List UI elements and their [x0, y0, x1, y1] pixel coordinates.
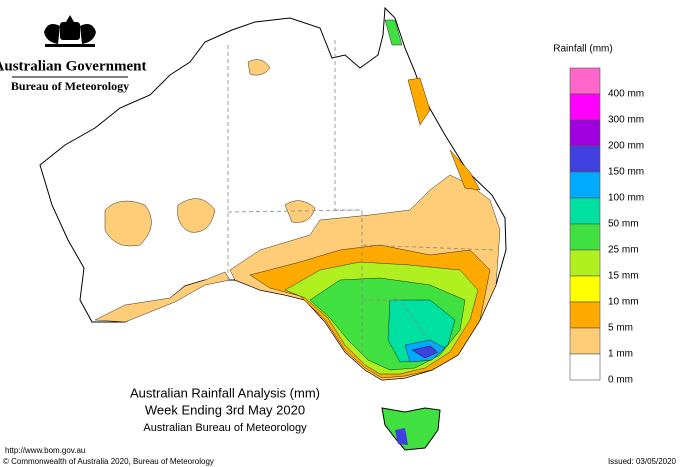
- legend-swatch: [569, 197, 601, 225]
- title-line2: Week Ending 3rd May 2020: [145, 402, 305, 417]
- coat-of-arms: [44, 15, 96, 47]
- legend-label: 300 mm: [608, 115, 644, 126]
- footer-copyright: © Commonwealth of Australia 2020, Bureau…: [3, 457, 214, 466]
- footer-issued: Issued: 03/05/2020: [608, 457, 677, 466]
- legend-label: 200 mm: [608, 141, 644, 152]
- tasmania-heavy-rain: [395, 428, 408, 445]
- legend-swatch: [569, 145, 601, 173]
- legend-label: 0 mm: [608, 375, 633, 386]
- title-line1: Australian Rainfall Analysis (mm): [130, 385, 320, 400]
- legend-swatch: [569, 93, 601, 121]
- state-borders: [227, 40, 496, 356]
- legend-label: 5 mm: [608, 323, 633, 334]
- legend-swatch: [569, 301, 601, 329]
- legend-label: 100 mm: [608, 193, 644, 204]
- rainfall-patches: [94, 19, 501, 381]
- legend-title: Rainfall (mm): [553, 44, 612, 55]
- agency: Bureau of Meteorology: [11, 79, 129, 93]
- tasmania: [381, 407, 441, 451]
- title-line3: Australian Bureau of Meteorology: [143, 422, 307, 434]
- legend-label: 400 mm: [608, 89, 644, 100]
- legend-swatch: [569, 119, 601, 147]
- legend-swatch: [569, 223, 601, 251]
- legend-swatch: [569, 249, 601, 277]
- legend-swatch: [569, 353, 601, 381]
- legend-swatch: [569, 275, 601, 303]
- organisation: Australian Government: [0, 58, 146, 74]
- legend-label: 50 mm: [608, 219, 639, 230]
- legend-label: 1 mm: [608, 349, 633, 360]
- legend: 400 mm 300 mm 200 mm 150 mm 100 mm 50 mm 25 mm…: [569, 67, 644, 386]
- footer-url: http://www.bom.gov.au: [5, 446, 85, 455]
- legend-swatch: [569, 171, 601, 199]
- legend-label: 150 mm: [608, 167, 644, 178]
- legend-label: 15 mm: [608, 271, 639, 282]
- legend-label: 10 mm: [608, 297, 639, 308]
- legend-swatch: [569, 327, 601, 355]
- legend-swatch: [569, 67, 601, 95]
- legend-label: 25 mm: [608, 245, 639, 256]
